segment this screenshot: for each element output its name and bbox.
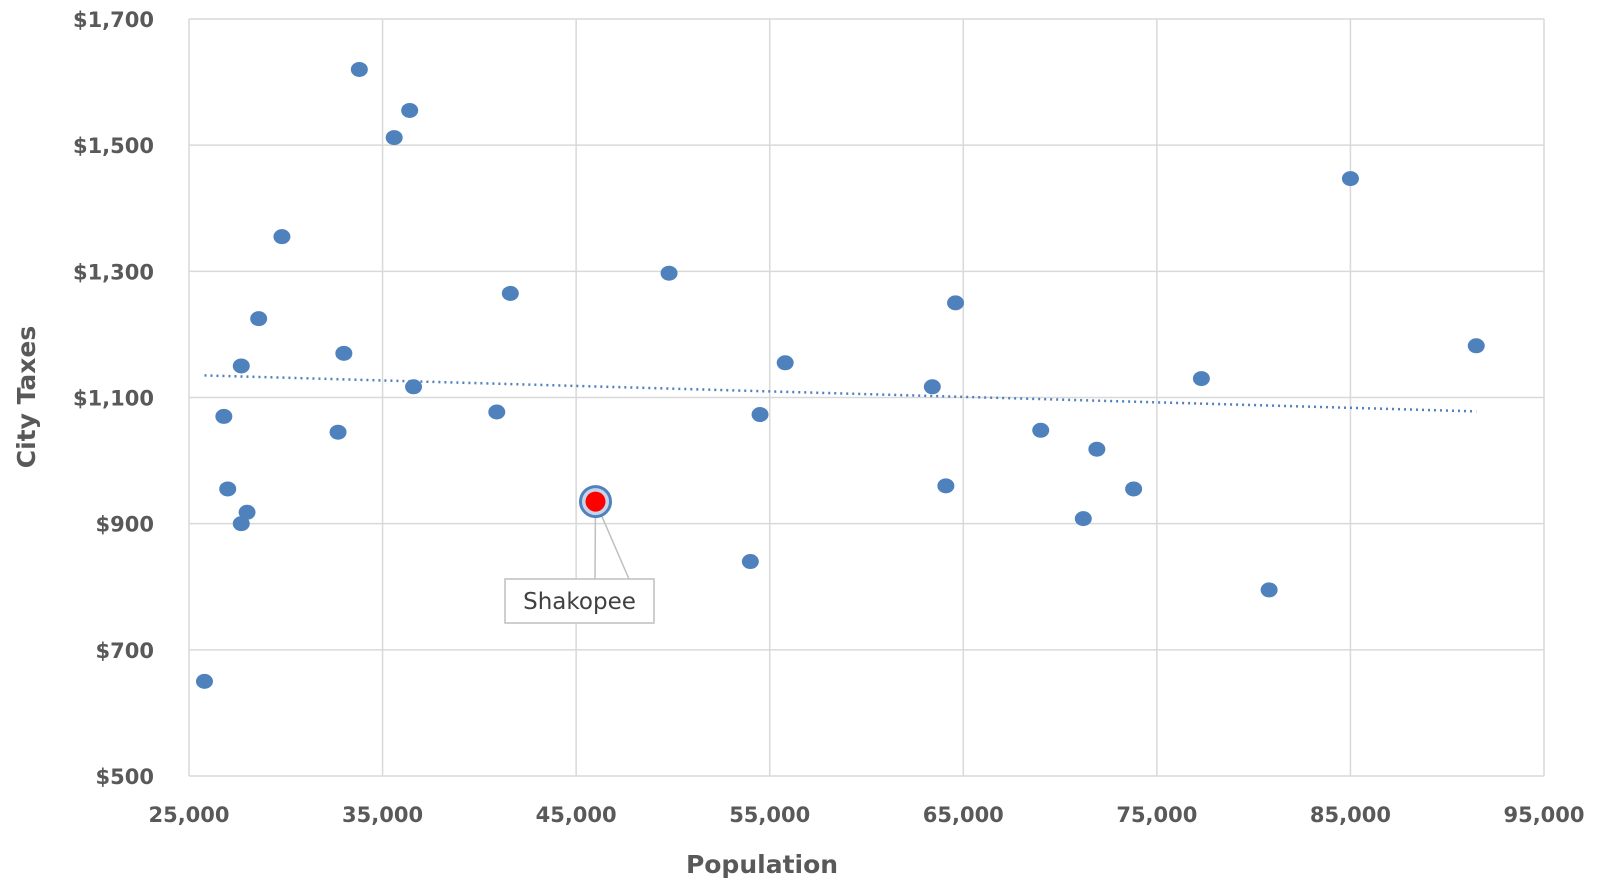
x-tick-label: 45,000 xyxy=(536,803,617,827)
x-axis-ticks: 25,000 35,000 45,000 55,000 65,000 75,000 85,0… xyxy=(148,803,1584,827)
data-point xyxy=(947,295,965,311)
data-point xyxy=(405,379,423,395)
callout-label: Shakopee xyxy=(523,589,636,615)
data-point xyxy=(1074,511,1092,527)
data-point xyxy=(215,408,233,424)
data-point xyxy=(741,554,759,570)
x-axis-title: Population xyxy=(686,850,838,879)
data-point xyxy=(1088,441,1106,457)
data-point xyxy=(488,404,506,420)
data-point xyxy=(1192,371,1210,387)
data-point xyxy=(329,424,347,440)
y-tick-label: $500 xyxy=(96,765,154,789)
x-tick-label: 75,000 xyxy=(1116,803,1197,827)
data-point xyxy=(1341,171,1359,187)
data-point xyxy=(660,265,678,281)
data-point xyxy=(401,102,419,118)
data-point xyxy=(923,379,941,395)
data-point xyxy=(273,229,291,245)
data-point xyxy=(335,345,353,361)
highlight-group: Shakopee xyxy=(504,485,655,624)
y-tick-label: $1,500 xyxy=(73,134,154,158)
y-tick-label: $1,700 xyxy=(73,8,154,32)
data-point xyxy=(501,285,519,301)
data-point xyxy=(1125,481,1143,497)
y-tick-label: $900 xyxy=(96,513,154,537)
y-axis-title: City Taxes xyxy=(12,326,41,469)
data-point xyxy=(751,407,769,423)
data-point xyxy=(250,311,268,327)
y-axis-ticks: $500 $700 $900 $1,100 $1,300 $1,500 $1,700 xyxy=(73,8,154,789)
data-point xyxy=(385,130,403,146)
data-points xyxy=(195,61,1485,689)
x-tick-label: 35,000 xyxy=(342,803,423,827)
data-point xyxy=(219,481,237,497)
x-tick-label: 65,000 xyxy=(923,803,1004,827)
y-tick-label: $1,100 xyxy=(73,387,154,411)
y-tick-label: $700 xyxy=(96,639,154,663)
gridlines xyxy=(188,18,1545,777)
callout-box xyxy=(504,578,655,624)
data-point xyxy=(937,478,955,494)
data-point xyxy=(232,516,250,532)
x-tick-label: 95,000 xyxy=(1503,803,1584,827)
data-point xyxy=(1467,338,1485,354)
data-point xyxy=(1260,582,1278,598)
data-point xyxy=(238,504,256,520)
data-point xyxy=(1032,422,1050,438)
data-point xyxy=(350,61,368,77)
y-tick-label: $1,300 xyxy=(73,260,154,284)
trendline xyxy=(204,374,1477,413)
data-point xyxy=(195,673,213,689)
x-tick-label: 55,000 xyxy=(729,803,810,827)
trendline-group xyxy=(204,374,1477,413)
x-tick-label: 85,000 xyxy=(1310,803,1391,827)
data-point xyxy=(232,358,250,374)
x-tick-label: 25,000 xyxy=(148,803,229,827)
highlight-point xyxy=(585,491,606,512)
data-point xyxy=(776,355,794,371)
